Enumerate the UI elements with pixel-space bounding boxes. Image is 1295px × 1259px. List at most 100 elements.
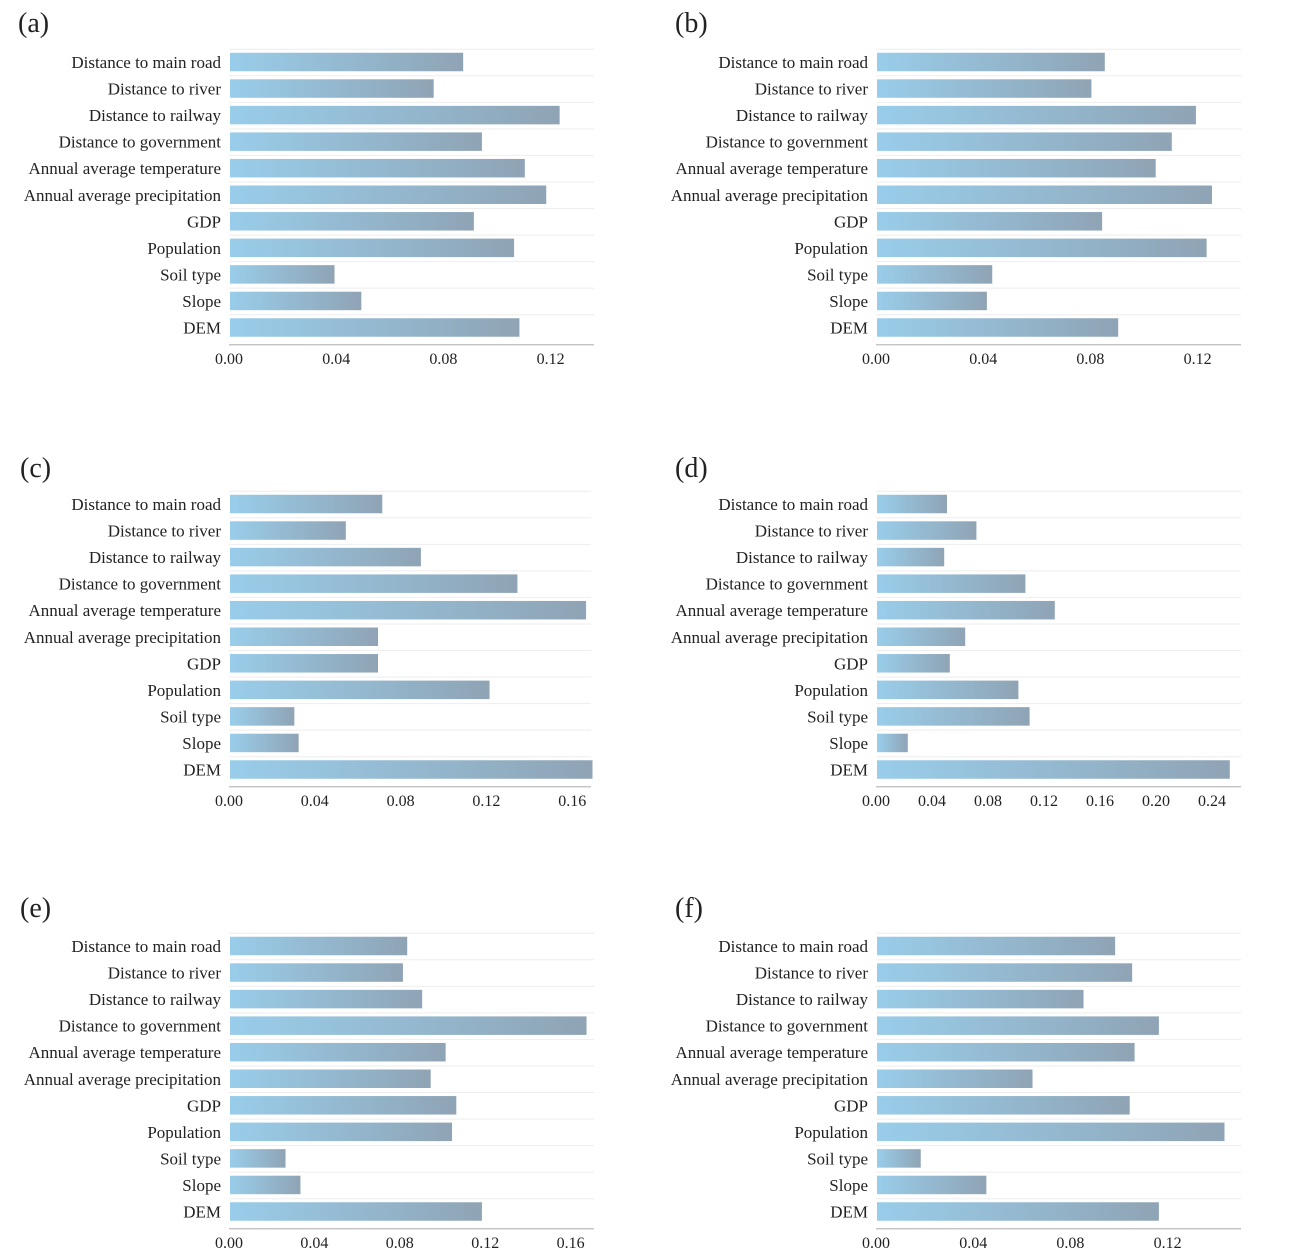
category-label: Distance to railway [736, 548, 869, 567]
category-label: Distance to railway [736, 990, 869, 1009]
bar [230, 707, 295, 726]
bar [877, 963, 1133, 982]
x-tick-label: 0.00 [215, 793, 243, 810]
chart-panel-a: (a) Distance to main road Distance to rive… [18, 8, 594, 368]
category-label: Distance to river [108, 80, 222, 99]
x-tick-label: 0.12 [1154, 1235, 1182, 1252]
bar [877, 547, 945, 567]
category-label: Distance to river [755, 522, 869, 541]
category-label: Population [147, 681, 221, 700]
bar [877, 733, 908, 753]
category-label: Distance to river [108, 964, 222, 983]
bar [877, 1202, 1159, 1221]
bar [877, 132, 1172, 151]
bar [877, 600, 1055, 620]
bar [230, 627, 379, 646]
bar [877, 158, 1156, 178]
category-label: Distance to main road [718, 495, 868, 514]
category-label: Soil type [807, 265, 868, 284]
category-label: Soil type [807, 707, 868, 726]
bar [230, 1016, 587, 1035]
bar [877, 521, 977, 540]
x-tick-label: 0.04 [969, 351, 997, 368]
category-label: Distance to main road [71, 937, 221, 956]
category-label: Annual average precipitation [24, 1070, 222, 1089]
bar [877, 654, 950, 673]
bar [230, 680, 490, 700]
category-label: GDP [187, 1096, 221, 1115]
x-tick-label: 0.08 [386, 1235, 414, 1252]
x-tick-label: 0.04 [918, 793, 946, 810]
x-tick-label: 0.12 [471, 1235, 499, 1252]
category-label: GDP [834, 1096, 868, 1115]
bar [877, 238, 1207, 258]
x-tick-label: 0.08 [387, 793, 415, 810]
category-label: Annual average precipitation [24, 186, 222, 205]
category-label: Soil type [807, 1149, 868, 1168]
bar [230, 52, 464, 72]
bar [877, 318, 1119, 337]
category-label: Annual average temperature [675, 601, 868, 620]
category-label: DEM [830, 319, 868, 338]
x-tick-label: 0.12 [472, 793, 500, 810]
category-label: GDP [187, 654, 221, 673]
bar [230, 1096, 457, 1115]
bar [230, 79, 434, 98]
bar [877, 760, 1230, 779]
x-tick-label: 0.04 [959, 1235, 987, 1252]
category-label: Distance to main road [71, 53, 221, 72]
bar [230, 238, 515, 258]
category-label: GDP [834, 654, 868, 673]
category-label: Distance to river [108, 522, 222, 541]
category-label: Annual average temperature [28, 159, 221, 178]
bar [877, 1175, 987, 1195]
bar [230, 1122, 453, 1142]
bar [230, 318, 520, 337]
category-label: Soil type [160, 1149, 221, 1168]
bar [230, 1149, 286, 1168]
bar [877, 291, 987, 311]
bar [877, 627, 966, 646]
bar [877, 1149, 921, 1168]
bar [230, 1042, 446, 1062]
category-label: GDP [187, 212, 221, 231]
category-label: Slope [182, 1176, 221, 1195]
category-label: Annual average temperature [28, 601, 221, 620]
x-tick-label: 0.12 [1184, 351, 1212, 368]
x-tick-label: 0.04 [301, 793, 329, 810]
panel-label: (d) [675, 453, 708, 484]
bar [230, 547, 421, 567]
category-label: GDP [834, 212, 868, 231]
x-tick-label: 0.24 [1198, 793, 1226, 810]
bar [877, 1042, 1135, 1062]
bar [230, 600, 587, 620]
category-label: Distance to river [755, 80, 869, 99]
category-label: Annual average precipitation [671, 186, 869, 205]
bar [877, 212, 1103, 231]
category-label: Slope [182, 734, 221, 753]
bar [230, 105, 560, 125]
x-tick-label: 0.12 [1030, 793, 1058, 810]
bar [230, 1175, 301, 1195]
bar [877, 574, 1026, 593]
x-tick-label: 0.04 [300, 1235, 328, 1252]
category-label: Distance to government [706, 1017, 869, 1036]
bar [230, 158, 525, 178]
category-label: Slope [829, 292, 868, 311]
bar [877, 185, 1212, 204]
bar [230, 963, 403, 982]
bar [877, 936, 1116, 956]
x-tick-label: 0.04 [322, 351, 350, 368]
category-label: Population [147, 1123, 221, 1142]
x-tick-label: 0.00 [862, 793, 890, 810]
x-tick-label: 0.00 [862, 1235, 890, 1252]
bar [230, 265, 335, 284]
category-label: Population [794, 239, 868, 258]
x-tick-label: 0.00 [215, 351, 243, 368]
category-label: Slope [182, 292, 221, 311]
bar [230, 654, 379, 673]
category-label: Distance to main road [71, 495, 221, 514]
category-label: Soil type [160, 707, 221, 726]
bar [230, 1202, 482, 1221]
